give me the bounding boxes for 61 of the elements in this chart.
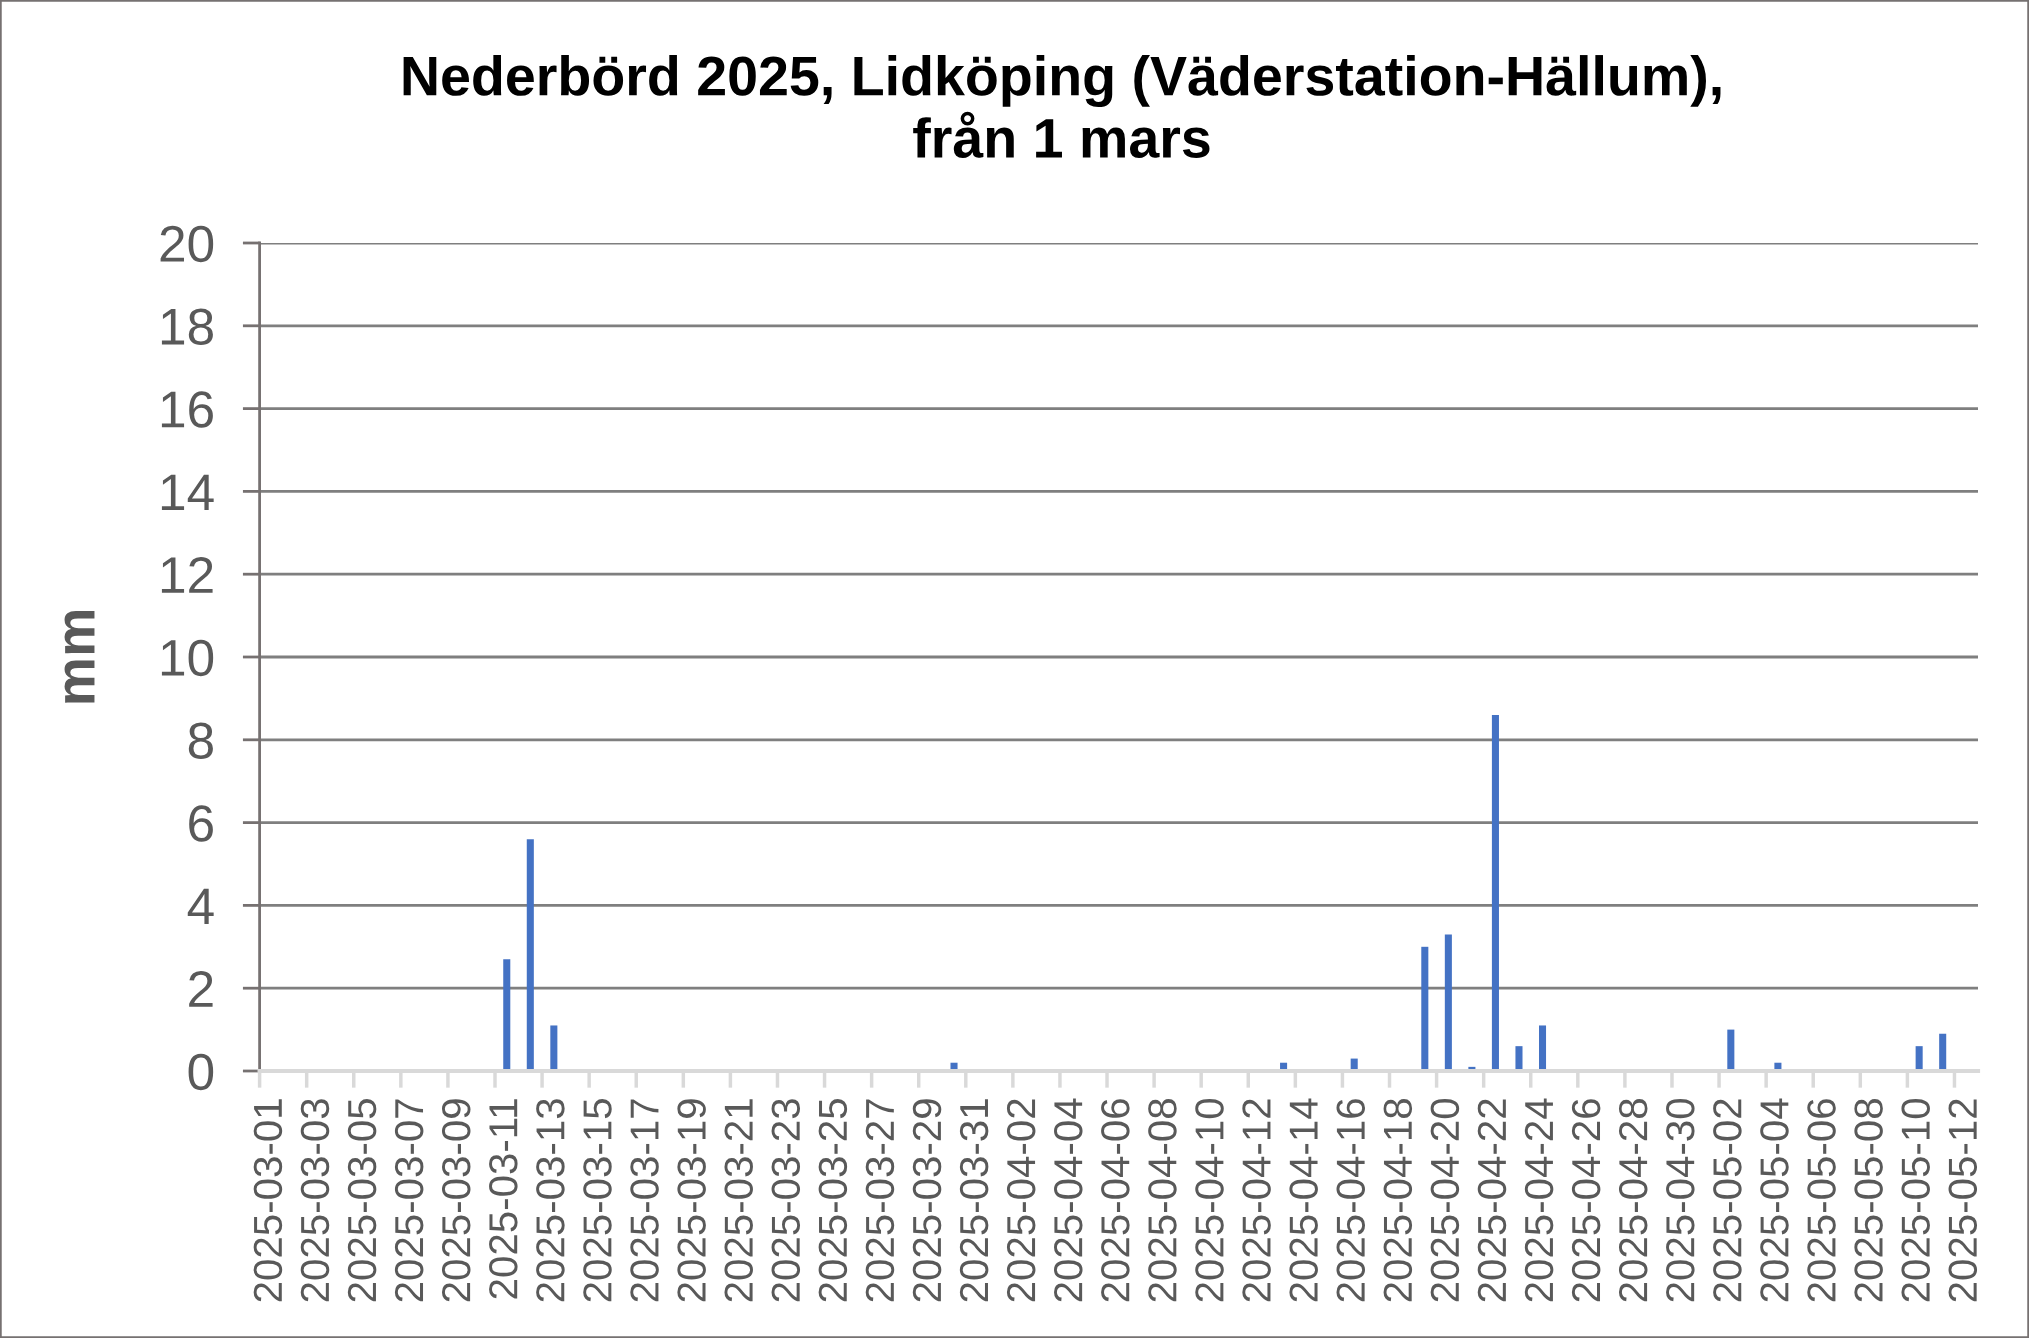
x-tick-label: 2025-03-01: [253, 1099, 283, 1302]
x-tick-label: 2025-05-04: [1760, 1098, 1789, 1302]
x-tick-label: 2025-04-24: [1524, 1098, 1554, 1302]
bar: [526, 839, 534, 1071]
x-tick-label: 2025-03-25: [818, 1099, 848, 1302]
x-tick-label: 2025-05-06: [1807, 1099, 1836, 1302]
x-tick-label: 2025-04-28: [1618, 1099, 1648, 1302]
x-tick-label: 2025-04-22: [1477, 1099, 1507, 1302]
bar: [1444, 934, 1452, 1071]
x-tick-label: 2025-04-20: [1430, 1098, 1460, 1302]
x-tick-label: 2025-03-31: [959, 1099, 989, 1302]
bar: [550, 1025, 558, 1071]
y-tick-label: 16: [161, 391, 213, 428]
y-tick-label: 6: [189, 805, 213, 842]
bar: [1491, 714, 1499, 1071]
x-tick-label: 2025-03-23: [771, 1099, 801, 1302]
x-tick-label: 2025-04-16: [1336, 1099, 1366, 1302]
x-tick-label: 2025-03-09: [441, 1099, 471, 1302]
y-axis-title: mm: [64, 611, 95, 703]
y-tick-label: 4: [187, 888, 214, 925]
x-tick-label: 2025-05-02: [1713, 1099, 1742, 1302]
x-tick-label: 2025-04-18: [1383, 1099, 1413, 1302]
bar: [1939, 1033, 1947, 1071]
x-tick-label: 2025-04-08: [1148, 1099, 1177, 1302]
x-tick-label: 2025-03-19: [677, 1099, 706, 1302]
bar: [1915, 1046, 1923, 1071]
bar: [1727, 1029, 1735, 1071]
x-tick-label: 2025-04-12: [1242, 1099, 1271, 1302]
x-tick-label: 2025-03-29: [912, 1099, 942, 1302]
x-tick-label: 2025-04-14: [1289, 1098, 1318, 1302]
y-tick-label: 2: [189, 970, 213, 1007]
x-tick-label: 2025-05-10: [1901, 1098, 1930, 1302]
x-tick-label: 2025-04-26: [1571, 1099, 1601, 1302]
x-tick-label: 2025-03-21: [724, 1099, 753, 1302]
bar: [503, 959, 511, 1071]
y-tick-label: 20: [160, 225, 214, 263]
x-tick-label: 2025-03-15: [583, 1099, 612, 1302]
x-tick-label: 2025-03-03: [300, 1099, 330, 1302]
x-tick-label: 2025-03-27: [865, 1099, 895, 1302]
x-tick-label: 2025-03-05: [347, 1099, 377, 1302]
x-tick-label: 2025-03-11: [489, 1099, 518, 1299]
x-tick-label: 2025-05-12: [1948, 1099, 1978, 1302]
x-tick-label: 2025-03-13: [536, 1099, 565, 1302]
y-tick-label: 10: [161, 639, 214, 677]
chart-title: Nederbörd 2025, Lidköping (Väderstation-Hällum), från 1 mars: [403, 55, 1721, 158]
y-tick-label: 18: [161, 308, 213, 345]
y-tick-label: 0: [188, 1053, 214, 1091]
x-tick-label: 2025-04-10: [1195, 1098, 1224, 1302]
y-tick-label: 14: [161, 474, 214, 511]
bar: [1538, 1025, 1547, 1071]
x-tick-label: 2025-04-04: [1054, 1098, 1083, 1302]
bar: [1421, 946, 1429, 1071]
x-tick-label: 2025-04-02: [1006, 1099, 1036, 1302]
x-tick-label: 2025-04-06: [1101, 1099, 1130, 1302]
x-tick-label: 2025-03-17: [630, 1099, 659, 1302]
x-tick-label: 2025-03-07: [394, 1099, 424, 1302]
y-tick-label: 8: [188, 722, 213, 759]
x-tick-label: 2025-04-30: [1666, 1098, 1695, 1302]
y-tick-label: 12: [161, 556, 213, 593]
bar: [1515, 1046, 1523, 1071]
x-tick-label: 2025-05-08: [1854, 1099, 1883, 1302]
